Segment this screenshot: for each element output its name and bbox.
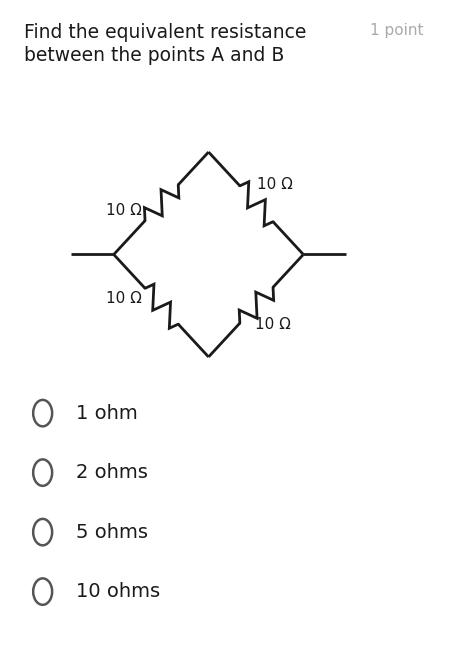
Text: 10 Ω: 10 Ω — [257, 177, 293, 192]
Text: 5 ohms: 5 ohms — [76, 523, 148, 541]
Text: 1 point: 1 point — [370, 23, 423, 38]
Text: 10 Ω: 10 Ω — [255, 317, 291, 332]
Text: 10 ohms: 10 ohms — [76, 582, 160, 601]
Text: 10 Ω: 10 Ω — [106, 203, 142, 217]
Text: between the points A and B: between the points A and B — [24, 46, 284, 65]
Text: 1 ohm: 1 ohm — [76, 404, 137, 422]
Text: Find the equivalent resistance: Find the equivalent resistance — [24, 23, 306, 42]
Text: 2 ohms: 2 ohms — [76, 463, 148, 482]
Text: 10 Ω: 10 Ω — [106, 292, 142, 306]
